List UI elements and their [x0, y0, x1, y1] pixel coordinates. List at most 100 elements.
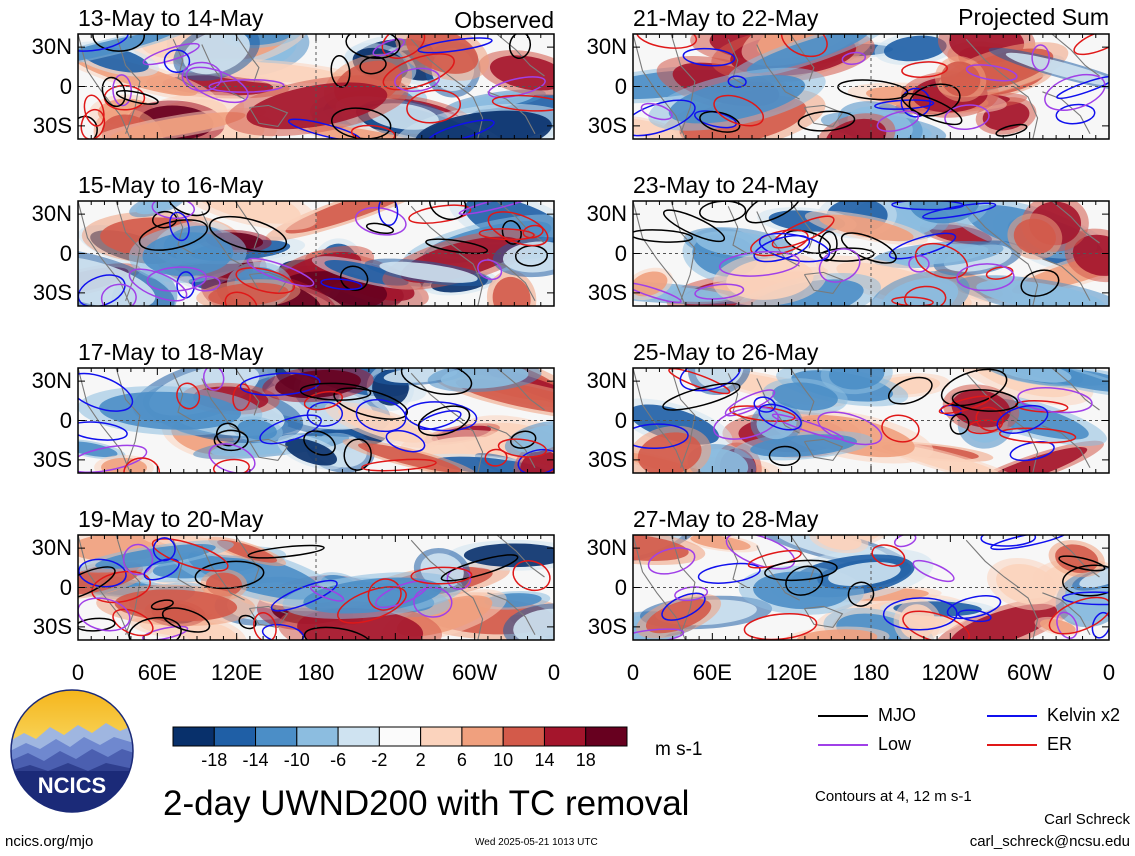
colorbar-label: 18	[575, 750, 596, 770]
lon-tick-label: 120E	[210, 660, 263, 685]
lon-tick-label: 60W	[1007, 660, 1053, 685]
lat-tick-label: 30S	[32, 112, 72, 138]
wave-contours	[633, 368, 1093, 467]
lat-tick-label: 30N	[586, 535, 627, 561]
colorbar-swatch	[337, 726, 380, 747]
lon-tick-label: 120W	[921, 660, 980, 685]
anomaly-field	[633, 535, 1109, 640]
colorbar-label: 6	[456, 750, 467, 770]
lat-tick-label: 30S	[32, 446, 72, 472]
map-panel	[632, 534, 1110, 641]
coastlines	[78, 34, 545, 139]
coastlines	[633, 201, 1100, 306]
panel-title: 25-May to 26-May	[633, 339, 819, 365]
colorbar-swatch	[461, 726, 504, 747]
colorbar-swatch	[213, 726, 257, 747]
author-email[interactable]: carl_schreck@ncsu.edu	[969, 833, 1130, 850]
panel-title: 19-May to 20-May	[78, 506, 264, 532]
panel-title: 27-May to 28-May	[633, 506, 819, 532]
legend-label: ER	[1047, 734, 1073, 754]
map-panel	[632, 367, 1110, 474]
lat-tick-label: 0	[614, 240, 627, 266]
projected-label: Projected Sum	[958, 4, 1109, 30]
colorbar-swatch	[172, 726, 215, 747]
lon-tick-label: 60E	[137, 660, 177, 685]
wave-contours	[78, 34, 554, 139]
site-link[interactable]: ncics.org/mjo	[5, 833, 94, 850]
anomaly-field	[78, 368, 554, 473]
colorbar-label: 2	[415, 750, 426, 770]
colorbar-label: 14	[534, 750, 555, 770]
legend-label: Kelvin x2	[1047, 705, 1121, 725]
colorbar-swatch	[420, 726, 463, 747]
colorbar-swatch	[543, 726, 587, 747]
lon-tick-label: 60W	[452, 660, 498, 685]
coastlines	[633, 34, 1100, 139]
lat-tick-label: 0	[59, 73, 72, 99]
coastlines	[78, 535, 545, 640]
lon-tick-label: 60E	[692, 660, 732, 685]
lon-tick-label: 180	[297, 660, 335, 685]
map-panel	[77, 33, 555, 140]
lon-tick-label: 120E	[765, 660, 818, 685]
lat-tick-label: 0	[614, 407, 627, 433]
coastlines	[78, 368, 545, 473]
panel-title: 23-May to 24-May	[633, 172, 819, 198]
wave-contours	[633, 535, 1109, 640]
lat-tick-label: 0	[614, 73, 627, 99]
lat-tick-label: 30S	[587, 112, 627, 138]
wave-contours	[78, 201, 549, 306]
chart-title: 2-day UWND200 with TC removal	[163, 784, 690, 823]
lat-tick-label: 30S	[32, 279, 72, 305]
panel-title: 17-May to 18-May	[78, 339, 264, 365]
author-name: Carl Schreck	[1044, 811, 1130, 828]
colorbar-label: -18	[201, 750, 228, 770]
timestamp: Wed 2025-05-21 1013 UTC	[475, 837, 598, 848]
lat-tick-label: 30S	[587, 279, 627, 305]
colorbar-label: -10	[283, 750, 310, 770]
colorbar-swatch	[296, 726, 339, 747]
lat-tick-label: 30N	[31, 34, 72, 60]
contour-note: Contours at 4, 12 m s-1	[815, 788, 972, 805]
coastlines	[78, 201, 545, 306]
lon-tick-label: 0	[547, 660, 561, 685]
anomaly-field	[633, 201, 1109, 306]
colorbar-swatch	[255, 726, 298, 747]
lat-tick-label: 30N	[586, 201, 627, 227]
lat-tick-label: 30N	[31, 368, 72, 394]
lat-tick-label: 30N	[31, 535, 72, 561]
ncics-logo-icon: NCICS	[10, 689, 134, 813]
wave-contours	[78, 368, 554, 473]
panel-title: 21-May to 22-May	[633, 5, 819, 31]
lat-tick-label: 30N	[586, 34, 627, 60]
wave-contours	[78, 537, 551, 640]
colorbar-label: -14	[242, 750, 269, 770]
map-panel	[632, 33, 1110, 140]
lat-tick-label: 0	[614, 574, 627, 600]
coastlines	[633, 535, 1100, 640]
panel-title: 15-May to 16-May	[78, 172, 264, 198]
panel-title: 13-May to 14-May	[78, 5, 264, 31]
colorbar-label: -2	[371, 750, 388, 770]
colorbar-label: 10	[493, 750, 514, 770]
lat-tick-label: 30S	[587, 446, 627, 472]
colorbar-swatch	[502, 726, 545, 747]
lat-tick-label: 30N	[31, 201, 72, 227]
colorbar-label: -6	[330, 750, 347, 770]
lon-tick-label: 180	[852, 660, 890, 685]
observed-label: Observed	[454, 7, 554, 33]
lon-tick-label: 0	[626, 660, 640, 685]
lat-tick-label: 0	[59, 407, 72, 433]
lat-tick-label: 0	[59, 574, 72, 600]
lat-tick-label: 30S	[32, 613, 72, 639]
lon-tick-label: 0	[71, 660, 85, 685]
lat-tick-label: 30S	[587, 613, 627, 639]
legend-label: MJO	[878, 705, 916, 725]
lon-tick-label: 120W	[366, 660, 425, 685]
lat-tick-label: 30N	[586, 368, 627, 394]
map-panel	[632, 200, 1110, 307]
colorbar-units: m s-1	[655, 739, 703, 760]
lat-tick-label: 0	[59, 240, 72, 266]
map-panel	[77, 367, 555, 474]
